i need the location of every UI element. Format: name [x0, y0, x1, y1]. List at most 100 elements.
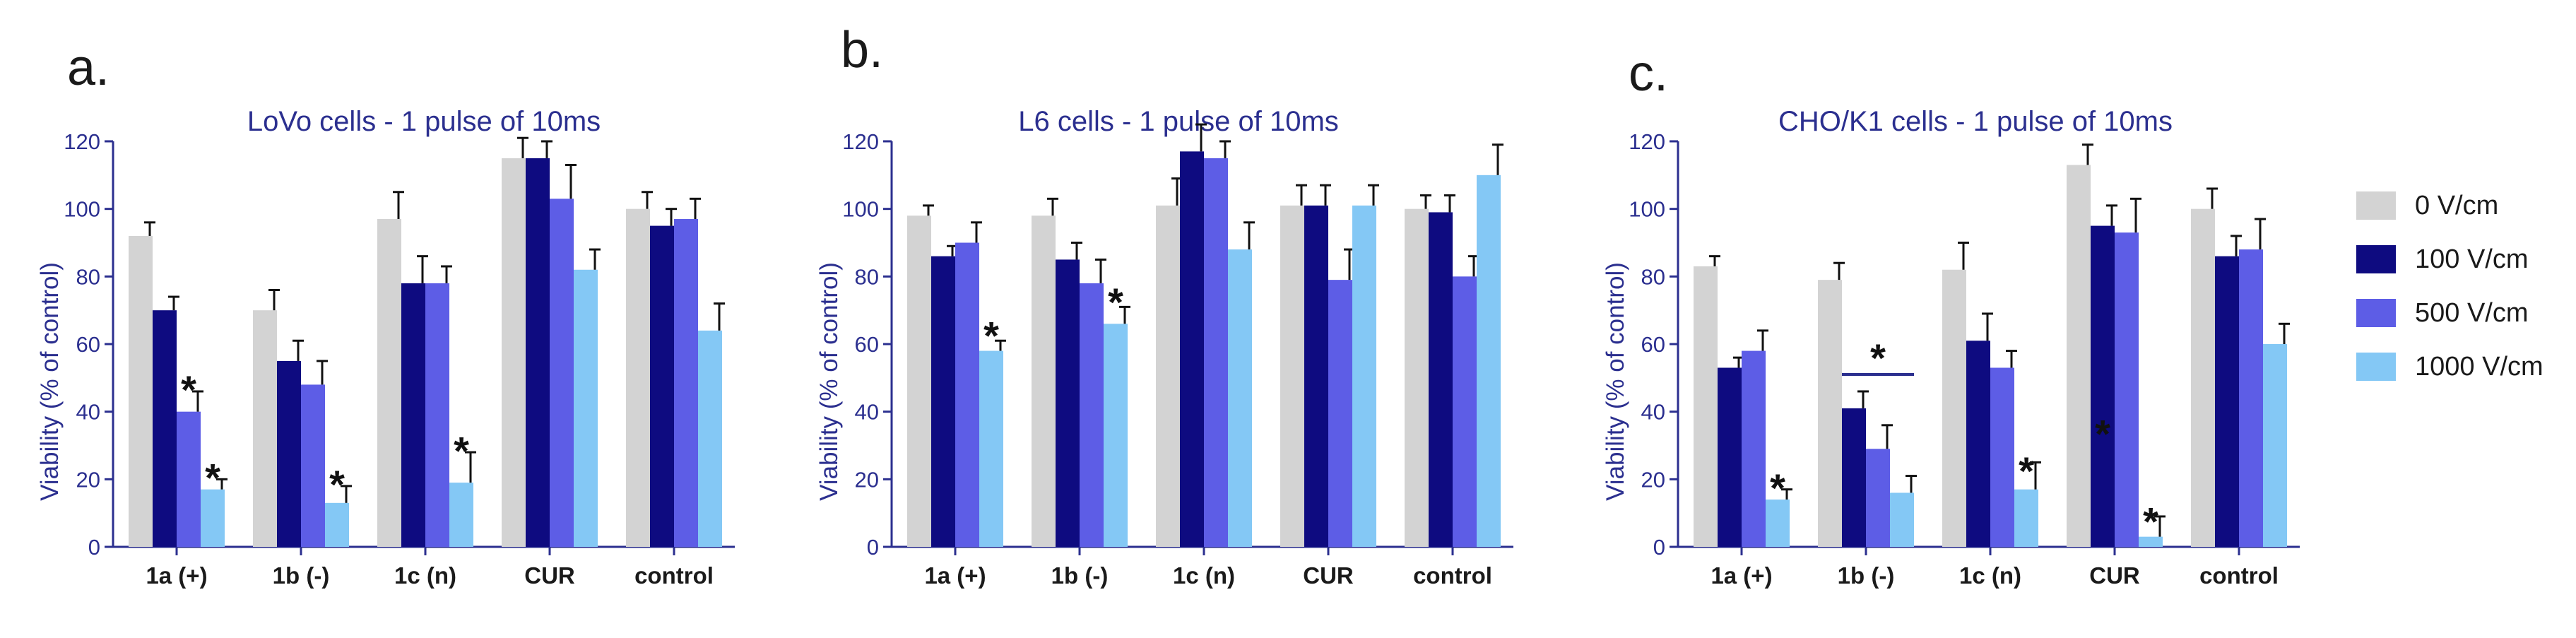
bar	[2014, 489, 2038, 547]
bar	[2115, 232, 2139, 547]
bar	[979, 350, 1003, 547]
bar	[1228, 249, 1252, 547]
bar	[1766, 500, 1790, 547]
bar	[574, 269, 598, 547]
bar	[277, 360, 301, 547]
bar	[1990, 367, 2014, 547]
y-tick-label: 120	[842, 129, 879, 154]
panel-a-chart: a. LoVo cells - 1 pulse of 10ms Viabilit…	[36, 40, 735, 589]
y-axis-label: Viability (% of control)	[36, 262, 64, 501]
x-tick-label: 1b (-)	[1838, 562, 1895, 589]
bar	[1818, 280, 1842, 547]
bar	[177, 411, 201, 547]
bar	[401, 283, 425, 547]
panel-letter: a.	[67, 40, 110, 96]
bar	[1328, 280, 1352, 547]
panel-letter: b.	[841, 22, 883, 78]
bar	[674, 219, 698, 547]
significance-marker: *	[2143, 500, 2158, 544]
panel-a-plot: 0 20 40 60 80 100 120 1a (+) 1b (-) 1c (n) CUR cont…	[64, 129, 735, 589]
bar	[650, 225, 674, 547]
legend-item: 0 V/cm	[2356, 191, 2498, 220]
bar	[1866, 449, 1890, 547]
x-tick-label: control	[1413, 562, 1492, 589]
significance-marker: *	[1770, 466, 1785, 510]
bar	[502, 158, 526, 547]
bar	[1156, 205, 1180, 547]
bar	[1104, 324, 1128, 547]
y-tick-label: 20	[1641, 467, 1665, 492]
y-tick-label: 60	[855, 332, 879, 357]
panel-b-plot: 0 20 40 60 80 100 120 1a (+) 1b (-) 1c (n) CUR cont…	[842, 123, 1513, 589]
bar	[2263, 344, 2287, 547]
bar	[377, 219, 401, 547]
legend-item: 100 V/cm	[2356, 244, 2529, 274]
legend-label: 500 V/cm	[2415, 298, 2529, 328]
bar	[698, 330, 722, 547]
bar	[2191, 208, 2215, 547]
x-tick-label: 1c (n)	[1959, 562, 2021, 589]
legend-swatch	[2356, 191, 2396, 220]
x-tick-label: 1a (+)	[1711, 562, 1772, 589]
bar	[2091, 225, 2115, 547]
bar	[907, 215, 931, 547]
x-tick-label: CUR	[1303, 562, 1354, 589]
bar	[955, 242, 979, 547]
y-tick-label: 0	[88, 535, 100, 560]
significance-marker: *	[454, 428, 469, 473]
y-tick-label: 100	[842, 197, 879, 222]
x-tick-label: 1b (-)	[1051, 562, 1109, 589]
y-tick-label: 120	[1629, 129, 1665, 154]
x-tick-label: 1a (+)	[924, 562, 986, 589]
bar	[201, 489, 225, 547]
legend-label: 1000 V/cm	[2415, 352, 2543, 382]
y-tick-label: 40	[855, 400, 879, 425]
x-tick-label: 1c (n)	[1173, 562, 1235, 589]
panel-c-plot: 0 20 40 60 80 100 120 1a (+) 1b (-) 1c (n) CUR cont…	[1629, 129, 2300, 589]
x-tick-label: 1a (+)	[146, 562, 207, 589]
legend-label: 0 V/cm	[2415, 191, 2498, 220]
bar	[1453, 276, 1477, 547]
bar	[1694, 266, 1718, 547]
bar	[1890, 492, 1914, 547]
bar	[1204, 158, 1228, 547]
bar	[550, 199, 574, 547]
bar	[449, 483, 473, 547]
legend-label: 100 V/cm	[2415, 244, 2529, 274]
bar	[1942, 269, 1966, 547]
bar	[1477, 175, 1501, 548]
bar	[129, 235, 153, 547]
y-tick-label: 0	[1653, 535, 1665, 560]
bar	[325, 502, 349, 547]
y-tick-label: 40	[1641, 400, 1665, 425]
legend-swatch	[2356, 353, 2396, 381]
bar	[1966, 341, 1990, 547]
significance-marker: *	[181, 367, 196, 412]
y-tick-label: 0	[867, 535, 879, 560]
bar	[931, 256, 955, 547]
bar	[301, 384, 325, 547]
y-tick-label: 80	[76, 264, 100, 289]
panel-b-chart: b. L6 cells - 1 pulse of 10ms Viability …	[815, 22, 1513, 589]
chart-title: LoVo cells - 1 pulse of 10ms	[247, 106, 601, 137]
chart-title: CHO/K1 cells - 1 pulse of 10ms	[1778, 106, 2173, 137]
bar	[1056, 259, 1080, 547]
x-tick-label: control	[634, 562, 714, 589]
bar	[1742, 350, 1766, 547]
y-tick-label: 120	[64, 129, 100, 154]
bar	[153, 310, 177, 547]
bar	[1405, 208, 1429, 547]
y-axis-label: Viability (% of control)	[1602, 262, 1629, 501]
bar	[253, 310, 277, 547]
y-axis-label: Viability (% of control)	[815, 262, 843, 501]
x-tick-label: 1b (-)	[273, 562, 330, 589]
bar	[1032, 215, 1056, 547]
significance-marker: *	[2095, 411, 2110, 456]
significance-marker: *	[205, 456, 220, 500]
y-tick-label: 100	[1629, 197, 1665, 222]
legend: 0 V/cm 100 V/cm 500 V/cm 1000 V/cm	[2356, 191, 2543, 382]
bar	[1280, 205, 1304, 547]
chart-title: L6 cells - 1 pulse of 10ms	[1018, 106, 1339, 137]
bar	[526, 158, 550, 547]
